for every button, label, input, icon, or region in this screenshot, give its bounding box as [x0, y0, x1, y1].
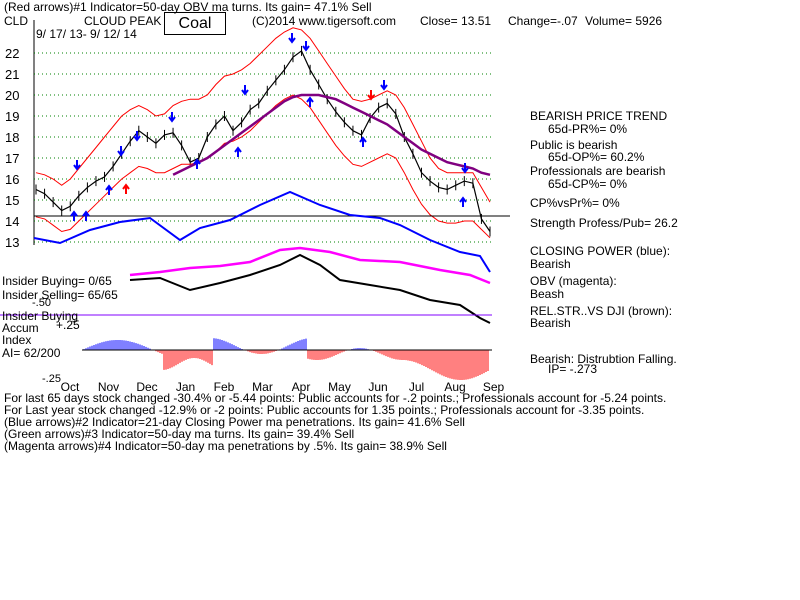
y-tick-label: 22	[5, 46, 19, 61]
obv-value: Beash	[530, 287, 565, 301]
x-tick-label: Jul	[409, 380, 424, 394]
insider-selling: Insider Selling= 65/65	[2, 288, 118, 302]
footer-line1: For last 65 days stock changed -30.4% or…	[4, 391, 667, 405]
footer-line4: (Green arrows)#3 Indicator=50-day ma tur…	[4, 427, 355, 441]
blue-down-arrow	[117, 146, 125, 157]
insider-buying-2: Insider Buying	[2, 309, 79, 323]
footer-line3: (Blue arrows)#2 Indicator=21-day Closing…	[4, 415, 465, 429]
x-tick-label: Feb	[214, 380, 235, 394]
closing-power-label: CLOSING POWER (blue):	[530, 244, 671, 258]
op-value: 65d-OP%= 60.2%	[548, 150, 645, 164]
ai-value: AI= 62/200	[2, 346, 61, 360]
blue-down-arrow	[73, 160, 81, 171]
x-tick-label: May	[328, 380, 351, 394]
pr-value: 65d-PR%= 0%	[548, 122, 628, 136]
x-axis-ticks: Oct Nov Dec Jan Feb Mar Apr May Jun Jul Aug Sep	[61, 380, 505, 394]
y-tick-label: 21	[5, 67, 19, 82]
red-up-arrow	[122, 183, 130, 194]
minus-25-label: -.25	[42, 373, 61, 385]
grid	[33, 20, 492, 245]
insider-buying-1: Insider Buying= 0/65	[2, 274, 112, 288]
y-tick-label: 16	[5, 172, 19, 187]
blue-up-arrow	[82, 210, 90, 221]
y-tick-label: 15	[5, 193, 19, 208]
y-tick-label: 20	[5, 88, 19, 103]
y-tick-label: 18	[5, 130, 19, 145]
strength-value: Strength Profess/Pub= 26.2	[530, 216, 678, 230]
close-value: Close= 13.51	[420, 14, 492, 28]
y-axis-ticks: 22 21 20 19 18 17 16 15 14 13	[5, 46, 19, 250]
price-line	[35, 49, 491, 232]
ticker: CLD	[4, 14, 29, 28]
cpvspr-value: CP%vsPr%= 0%	[530, 196, 620, 210]
blue-down-arrow	[288, 33, 296, 44]
accum-label: Accum	[2, 321, 39, 335]
x-tick-label: Jun	[368, 380, 387, 394]
blue-up-arrow	[359, 136, 367, 147]
blue-up-arrow	[193, 158, 201, 169]
red-down-arrow	[367, 90, 375, 101]
blue-up-arrow	[459, 196, 467, 207]
blue-down-arrow	[302, 41, 310, 52]
blue-down-arrow	[168, 112, 176, 123]
footer-line2: For Last year stock changed -12.9% or -2…	[4, 403, 645, 417]
date-range: 9/ 17/ 13- 9/ 12/ 14	[36, 27, 137, 41]
y-tick-label: 19	[5, 109, 19, 124]
closing-power-value: Bearish	[530, 257, 571, 271]
ma50-line	[172, 93, 491, 177]
blue-up-arrow	[105, 184, 113, 195]
change-value: Change=-.07	[508, 14, 578, 28]
x-tick-label: Nov	[98, 380, 119, 394]
x-tick-label: Aug	[444, 380, 465, 394]
x-tick-label: Apr	[292, 380, 311, 394]
blue-down-arrow	[380, 80, 388, 91]
header-line1: (Red arrows)#1 Indicator=50-day OBV ma t…	[4, 0, 372, 14]
blue-down-arrow	[133, 131, 141, 142]
professionals-label: Professionals are bearish	[530, 164, 666, 178]
signal-arrows	[70, 33, 469, 221]
x-tick-label: Jan	[176, 380, 195, 394]
blue-up-arrow	[234, 146, 242, 157]
ip-value: IP= -.273	[548, 362, 598, 376]
company-name: CLOUD PEAK	[84, 14, 162, 28]
price-series	[34, 27, 510, 239]
relstr-value: Bearish	[530, 316, 571, 330]
x-tick-label: Oct	[61, 380, 80, 394]
copyright: (C)2014 www.tigersoft.com	[252, 14, 397, 28]
minus-50-label: -.50	[32, 297, 51, 309]
blue-down-arrow	[461, 163, 469, 174]
blue-up-arrow	[70, 210, 78, 221]
obv-line	[129, 246, 491, 285]
indicator-panels	[0, 190, 492, 380]
distribution-label: Bearish: Distrubtion Falling.	[530, 352, 677, 366]
volume-value: Volume= 5926	[585, 14, 663, 28]
accum-plus: +.25	[56, 318, 80, 332]
closing-power-line	[33, 190, 491, 273]
trend-title: BEARISH PRICE TREND	[530, 109, 668, 123]
obv-label: OBV (magenta):	[530, 274, 617, 288]
blue-down-arrow	[241, 85, 249, 96]
relstr-label: REL.STR..VS DJI (brown):	[530, 304, 673, 318]
index-label: Index	[2, 333, 32, 347]
industry-box: Coal	[164, 12, 226, 35]
y-tick-label: 13	[5, 235, 19, 250]
blue-up-arrow	[306, 96, 314, 107]
y-tick-label: 17	[5, 151, 19, 166]
x-tick-label: Dec	[136, 380, 157, 394]
x-tick-label: Sep	[483, 380, 505, 394]
public-label: Public is bearish	[530, 138, 618, 152]
y-tick-label: 14	[5, 214, 19, 229]
footer-line5: (Magenta arrows)#4 Indicator=50-day ma p…	[4, 439, 447, 453]
relstr-line	[129, 253, 491, 324]
upper-band-line	[35, 27, 491, 203]
x-tick-label: Mar	[252, 380, 273, 394]
cp-value: 65d-CP%= 0%	[548, 177, 628, 191]
